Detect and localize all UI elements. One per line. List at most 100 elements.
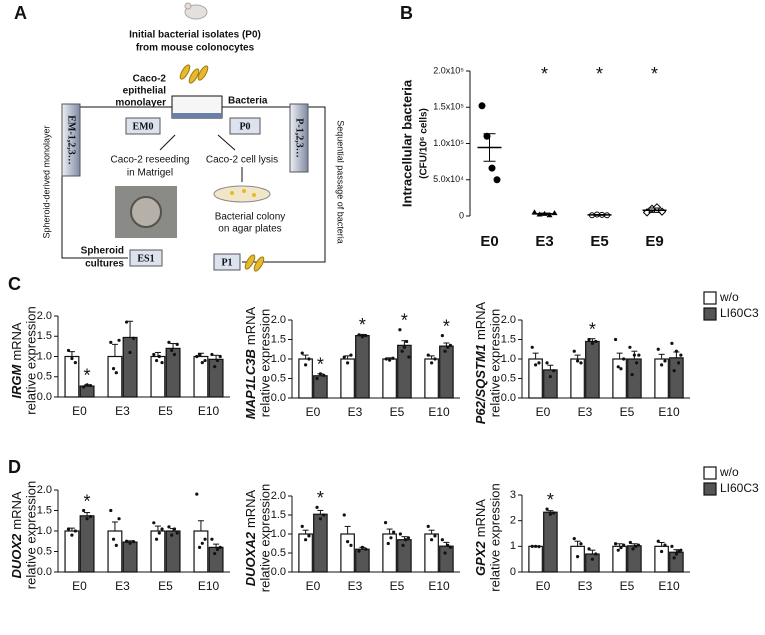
data-point	[405, 339, 409, 344]
bar	[340, 358, 355, 399]
x-tick-label: E10	[198, 579, 220, 593]
bar	[208, 546, 224, 573]
box	[129, 249, 163, 267]
significance: *	[401, 311, 408, 331]
bar	[382, 358, 397, 399]
data-point	[111, 367, 116, 371]
y-tick-label: 2.0	[501, 314, 516, 326]
data-point	[315, 505, 319, 509]
y-tick-label: 1.0	[271, 353, 286, 365]
data-point	[590, 557, 594, 561]
bar	[585, 553, 600, 573]
y-tick-label: 1.0	[271, 528, 286, 540]
data-point	[672, 369, 676, 373]
legend-swatch	[703, 291, 717, 305]
bar	[669, 357, 684, 399]
data-point	[172, 527, 177, 531]
data-point	[342, 355, 346, 359]
data-point	[677, 361, 681, 365]
data-point	[175, 531, 179, 535]
data-point	[304, 363, 308, 367]
significance: *	[541, 64, 548, 84]
box	[289, 103, 309, 173]
data-point	[388, 358, 392, 362]
spheroid-label: Spheroid	[81, 246, 124, 257]
significance: *	[547, 490, 554, 510]
x-tick-label: E0	[306, 579, 321, 593]
significance: *	[596, 64, 603, 84]
data-point	[213, 551, 217, 556]
data-point	[576, 359, 580, 363]
data-point	[448, 343, 453, 347]
y-tick-label: 1.5	[37, 330, 52, 342]
y-tick-label: 5.0x10⁴	[433, 174, 464, 184]
x-tick-label: E0	[536, 579, 551, 593]
y-tick-label: 1.0	[501, 353, 516, 365]
bar	[107, 530, 123, 573]
data-point	[398, 532, 402, 536]
data-point	[548, 512, 552, 516]
legend-label: w/o	[719, 465, 739, 479]
x-tick-label: E5	[390, 579, 405, 593]
data-point	[66, 348, 71, 353]
data-point	[530, 544, 534, 548]
bar	[150, 530, 166, 573]
data-point	[88, 515, 93, 519]
data-point	[488, 164, 496, 172]
data-point	[400, 349, 404, 353]
data-point	[167, 525, 171, 529]
data-point	[446, 345, 450, 349]
data-point	[364, 547, 368, 551]
step-label: in Matrigel	[127, 168, 173, 179]
bar	[64, 530, 80, 573]
x-tick-label: E3	[578, 579, 593, 593]
data-point	[125, 539, 129, 543]
data-point	[300, 351, 304, 355]
bar	[543, 369, 558, 399]
y-axis-sublabel: relative expression	[257, 484, 272, 592]
data-point	[579, 361, 583, 365]
x-tick-label: E9	[645, 233, 663, 250]
x-tick-label: E10	[428, 579, 450, 593]
data-point	[433, 534, 437, 538]
y-axis-gene: GPX2	[473, 541, 488, 576]
box-label: EM-1,2,3…	[66, 115, 77, 164]
significance: *	[317, 355, 324, 375]
legend-label: LI60C3	[720, 481, 759, 495]
data-point	[392, 530, 396, 534]
data-point	[125, 320, 129, 324]
bar	[165, 530, 181, 573]
data-point	[446, 543, 450, 548]
data-point	[679, 548, 683, 552]
data-point	[440, 538, 444, 542]
data-point	[674, 552, 678, 556]
data-point	[674, 349, 678, 353]
bar	[612, 358, 627, 399]
mouse-icon	[184, 4, 208, 20]
data-point	[534, 544, 538, 548]
x-tick-label: E10	[658, 579, 680, 593]
significance: *	[317, 488, 324, 508]
loop-label: Sequential passage of bacteria	[336, 120, 346, 244]
data-point	[346, 540, 350, 544]
bar	[340, 533, 355, 573]
bar	[654, 358, 669, 399]
data-point	[200, 360, 204, 365]
data-point	[407, 355, 411, 359]
data-point	[360, 545, 364, 549]
data-point	[154, 537, 159, 541]
box	[229, 117, 261, 135]
x-tick-label: E5	[620, 405, 635, 419]
data-point	[443, 551, 447, 555]
y-tick-label: 0.5	[37, 545, 52, 557]
x-tick-label: E3	[578, 405, 593, 419]
y-axis-unit: mRNA	[473, 499, 488, 538]
data-point	[587, 337, 591, 342]
data-point	[404, 538, 408, 542]
y-axis-unit: mRNA	[243, 489, 258, 528]
y-tick-label: 0.0	[37, 391, 52, 403]
monolayer	[172, 113, 222, 118]
data-point	[587, 547, 591, 551]
data-point	[66, 527, 71, 531]
